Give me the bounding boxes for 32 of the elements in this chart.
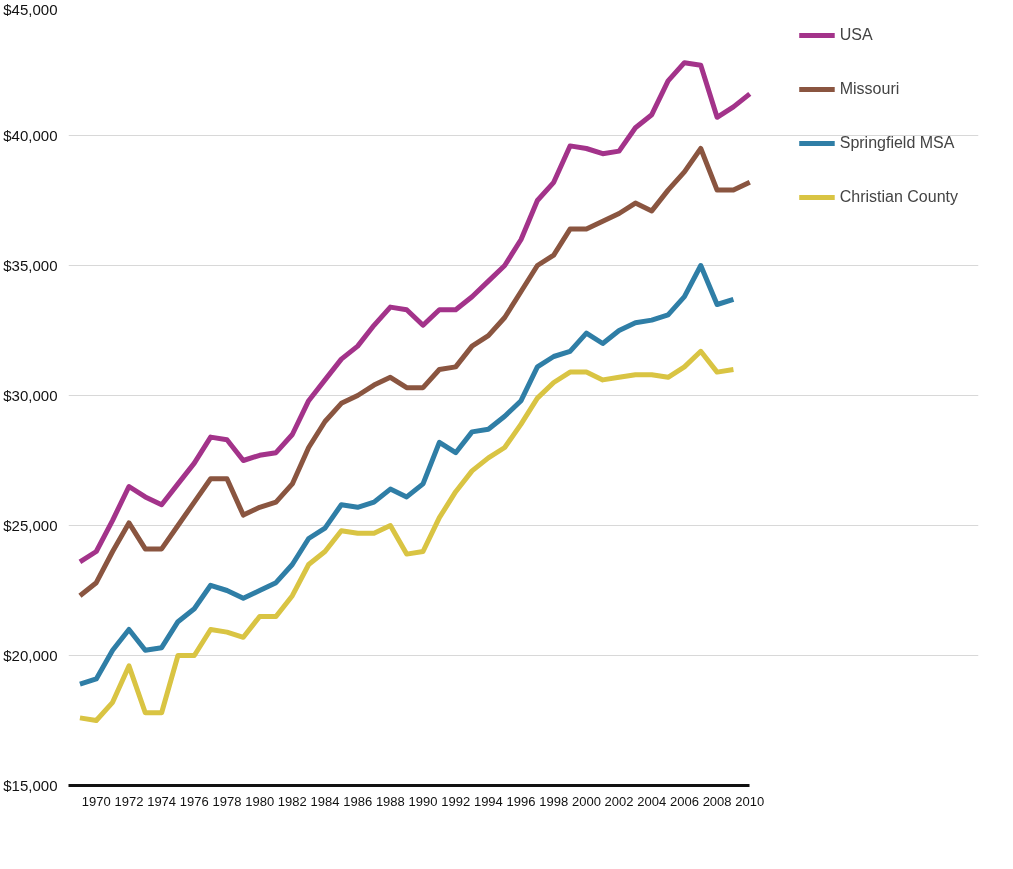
legend-label: USA: [839, 26, 873, 44]
x-tick-label: 1996: [506, 793, 536, 809]
y-tick-label: $30,000: [3, 387, 58, 404]
x-tick-label: 2008: [702, 793, 732, 809]
x-tick-label: 1984: [310, 793, 340, 809]
x-tick-label: 1978: [212, 793, 242, 809]
x-tick-label: 1988: [375, 793, 405, 809]
y-tick-label: $35,000: [3, 257, 58, 274]
y-tick-label: $25,000: [3, 517, 58, 534]
y-tick-label: $15,000: [3, 777, 58, 794]
legend-label: Missouri: [839, 80, 900, 98]
y-tick-label: $40,000: [3, 127, 58, 144]
legend-label: Springfield MSA: [839, 134, 955, 152]
x-tick-label: 1972: [114, 793, 144, 809]
x-tick-label: 1986: [343, 793, 373, 809]
x-tick-label: 1992: [441, 793, 471, 809]
legend-label: Christian County: [839, 188, 958, 206]
y-tick-label: $20,000: [3, 647, 58, 664]
x-tick-label: 1970: [81, 793, 111, 809]
y-tick-label: $45,000: [3, 0, 58, 18]
x-tick-label: 1998: [539, 793, 569, 809]
x-tick-label: 1976: [179, 793, 209, 809]
x-tick-label: 2004: [637, 793, 667, 809]
x-tick-label: 1974: [147, 793, 177, 809]
x-tick-label: 2010: [735, 793, 765, 809]
x-tick-label: 1980: [245, 793, 275, 809]
x-tick-label: 2006: [669, 793, 699, 809]
x-tick-label: 2002: [604, 793, 634, 809]
x-tick-label: 1990: [408, 793, 438, 809]
x-tick-label: 1994: [473, 793, 503, 809]
x-tick-label: 2000: [571, 793, 601, 809]
x-tick-label: 1982: [277, 793, 307, 809]
